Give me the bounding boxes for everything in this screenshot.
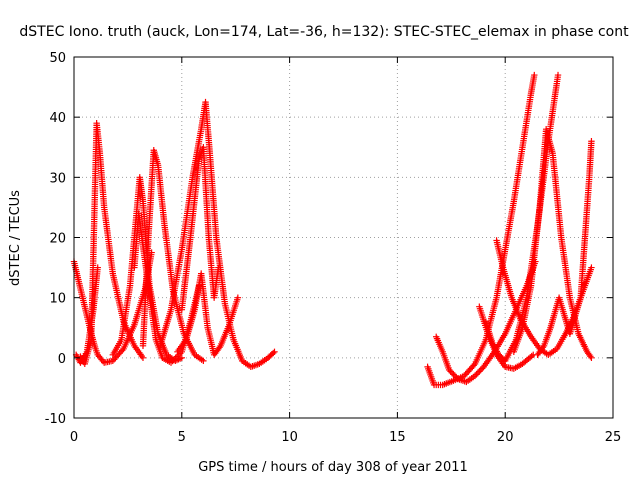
x-tick-label: 20: [497, 430, 514, 445]
x-tick-label: 10: [281, 430, 298, 445]
y-tick-label: -10: [45, 412, 66, 427]
data-point: [588, 264, 595, 271]
data-point: [447, 368, 454, 375]
y-tick-label: 30: [49, 171, 66, 186]
data-point: [588, 354, 595, 362]
data-point: [539, 344, 547, 351]
y-tick-label: 20: [49, 232, 66, 247]
y-tick-label: 40: [49, 111, 66, 126]
data-series-3: [77, 119, 147, 368]
data-point: [477, 366, 484, 374]
x-tick-label: 15: [389, 430, 406, 445]
data-point: [473, 371, 480, 378]
x-tick-label: 0: [70, 430, 78, 445]
x-tick-label: 25: [605, 430, 622, 445]
data-marks: [70, 71, 595, 389]
grid: [74, 57, 613, 418]
data-point: [234, 294, 242, 301]
y-tick-label: 0: [58, 352, 66, 367]
data-point: [451, 372, 459, 380]
data-point: [216, 344, 223, 351]
data-point: [554, 71, 562, 79]
y-axis-label: dSTEC / TECUs: [8, 190, 23, 286]
y-tick-label: 10: [49, 292, 66, 307]
data-point: [476, 368, 483, 375]
data-point: [470, 362, 477, 369]
data-point: [474, 369, 482, 377]
data-point: [270, 349, 277, 357]
data-series-16: [534, 138, 595, 359]
data-point: [588, 138, 595, 145]
x-axis-label: GPS time / hours of day 308 of year 2011: [198, 460, 468, 475]
data-point: [139, 354, 147, 362]
data-point: [587, 353, 594, 360]
data-point: [200, 357, 207, 365]
data-series-7: [157, 98, 278, 371]
data-series-10: [424, 71, 538, 389]
y-tick-label: 50: [49, 51, 66, 66]
data-point: [215, 264, 222, 271]
data-point: [450, 371, 457, 378]
axis-ticks: 0 5 10 15 20 25 -10 0 10 20 30 40 50: [45, 51, 622, 445]
data-series-9: [178, 144, 222, 313]
data-point: [178, 354, 185, 362]
x-tick-label: 5: [178, 430, 186, 445]
data-point: [448, 369, 456, 377]
data-series-15: [510, 126, 595, 362]
data-point: [271, 348, 278, 356]
data-point: [531, 71, 538, 79]
data-point: [445, 366, 453, 374]
data-point: [119, 347, 126, 354]
data-point: [471, 372, 479, 380]
data-series-8: [174, 270, 242, 359]
chart-title: dSTEC Iono. truth (auck, Lon=174, Lat=-3…: [19, 24, 629, 40]
